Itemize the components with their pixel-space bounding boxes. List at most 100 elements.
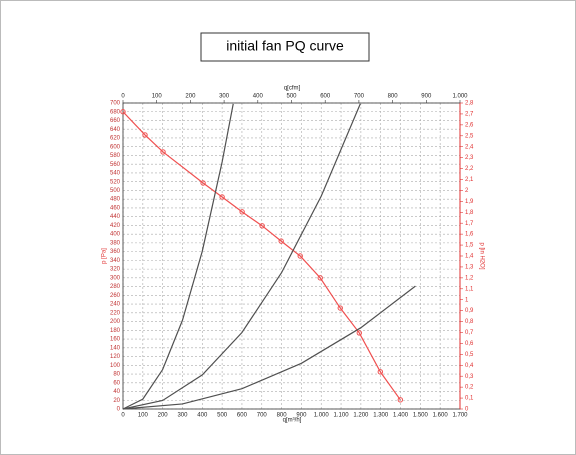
y-tick-label: 40 — [113, 389, 120, 395]
y2-tick-label: 0,4 — [465, 363, 474, 369]
x-tick-label: 1.400 — [393, 413, 409, 419]
y-tick-label: 100 — [110, 363, 121, 369]
x-tick-label: 1.100 — [334, 413, 350, 419]
marker — [239, 209, 245, 215]
x-tick-label: 1.200 — [353, 413, 369, 419]
y2-tick-label: 2 — [465, 188, 469, 194]
y2-tick-label: 1,3 — [465, 265, 474, 271]
x2-tick-label: 0 — [121, 94, 125, 100]
y-tick-label: 620 — [110, 136, 121, 142]
y-tick-label: 660 — [110, 118, 121, 124]
marker — [297, 253, 303, 259]
y2-tick-label: 0,8 — [465, 319, 474, 325]
y2-tick-label: 2,5 — [465, 133, 474, 139]
x2-tick-label: 300 — [219, 94, 230, 100]
y-tick-label: 200 — [110, 319, 121, 325]
y2-tick-label: 2,1 — [465, 177, 474, 183]
y-tick-label: 580 — [110, 153, 121, 159]
y-tick-label: 340 — [110, 258, 121, 264]
y-tick-label: 460 — [110, 205, 121, 211]
x2-tick-label: 700 — [354, 94, 365, 100]
y-tick-label: 600 — [110, 144, 121, 150]
x2-tick-label: 500 — [286, 94, 297, 100]
y-tick-label: 160 — [110, 337, 121, 343]
y-tick-label: 180 — [110, 328, 121, 334]
marker — [317, 275, 323, 281]
y2-axis-label: p [in H2O] — [478, 242, 484, 269]
title-box — [200, 32, 370, 62]
y-tick-label: 640 — [110, 127, 121, 133]
y-tick-label: 440 — [110, 214, 121, 220]
marker — [397, 397, 404, 403]
y-tick-label: 680 — [110, 109, 121, 115]
x2-tick-label: 600 — [320, 94, 331, 100]
y2-tick-label: 2,6 — [465, 122, 474, 128]
marker — [142, 132, 148, 138]
y2-tick-label: 0,9 — [465, 308, 474, 314]
y-tick-label: 360 — [110, 249, 121, 255]
y-tick-label: 520 — [110, 179, 121, 185]
y-tick-label: 0 — [117, 407, 121, 413]
curve — [122, 285, 416, 410]
y-tick-label: 60 — [113, 380, 120, 386]
marker — [356, 330, 362, 336]
marker — [337, 305, 343, 311]
marker — [160, 149, 166, 155]
marker — [377, 369, 384, 375]
x2-tick-label: 400 — [253, 94, 264, 100]
y-tick-label: 280 — [110, 284, 121, 290]
x-tick-label: 700 — [257, 413, 268, 419]
y-tick-label: 400 — [110, 232, 121, 238]
x2-tick-label: 200 — [185, 94, 196, 100]
y2-tick-label: 0 — [465, 407, 469, 413]
x2-tick-label: 900 — [421, 94, 432, 100]
y-axis-label: p [Pa] — [102, 248, 108, 264]
y2-tick-label: 0,2 — [465, 385, 474, 391]
y2-tick-label: 1,1 — [465, 286, 474, 292]
y2-tick-label: 1,9 — [465, 199, 474, 205]
y-tick-label: 300 — [110, 275, 121, 281]
marker — [259, 223, 265, 229]
x-tick-label: 800 — [277, 413, 288, 419]
y-tick-label: 380 — [110, 240, 121, 246]
y-tick-label: 220 — [110, 310, 121, 316]
y-tick-label: 700 — [110, 101, 121, 107]
x-tick-label: 300 — [177, 413, 188, 419]
curve — [122, 111, 401, 401]
y2-tick-label: 0,1 — [465, 396, 474, 402]
x-axis-label: q[m³/h] — [283, 418, 302, 424]
y-tick-label: 80 — [113, 372, 120, 378]
y2-tick-label: 1,4 — [465, 254, 474, 260]
x-tick-label: 200 — [158, 413, 169, 419]
curve — [122, 103, 234, 410]
x-tick-label: 900 — [296, 413, 307, 419]
y-tick-label: 140 — [110, 345, 121, 351]
y2-tick-label: 1,5 — [465, 243, 474, 249]
marker — [120, 109, 126, 115]
y2-tick-label: 2,7 — [465, 112, 474, 118]
y-tick-label: 420 — [110, 223, 121, 229]
y-tick-label: 320 — [110, 267, 121, 273]
x-tick-label: 1.600 — [433, 413, 449, 419]
title: initial fan PQ curve — [226, 38, 344, 54]
x2-tick-label: 1.000 — [452, 94, 468, 100]
x-tick-label: 1.000 — [314, 413, 330, 419]
y-tick-label: 540 — [110, 171, 121, 177]
y-tick-label: 500 — [110, 188, 121, 194]
y2-tick-label: 0,6 — [465, 341, 474, 347]
x-tick-label: 0 — [121, 413, 125, 419]
x-tick-label: 1.500 — [413, 413, 429, 419]
y2-tick-label: 0,7 — [465, 330, 474, 336]
y2-tick-label: 2,8 — [465, 101, 474, 107]
y2-tick-label: 2,2 — [465, 166, 474, 172]
y-tick-label: 20 — [113, 398, 120, 404]
y2-tick-label: 2,3 — [465, 155, 474, 161]
y2-tick-label: 1 — [465, 297, 469, 303]
x2-axis-label: q[cfm] — [284, 86, 301, 92]
x-tick-label: 500 — [217, 413, 228, 419]
curve — [122, 103, 361, 410]
x-tick-label: 100 — [138, 413, 149, 419]
marker — [219, 194, 225, 200]
